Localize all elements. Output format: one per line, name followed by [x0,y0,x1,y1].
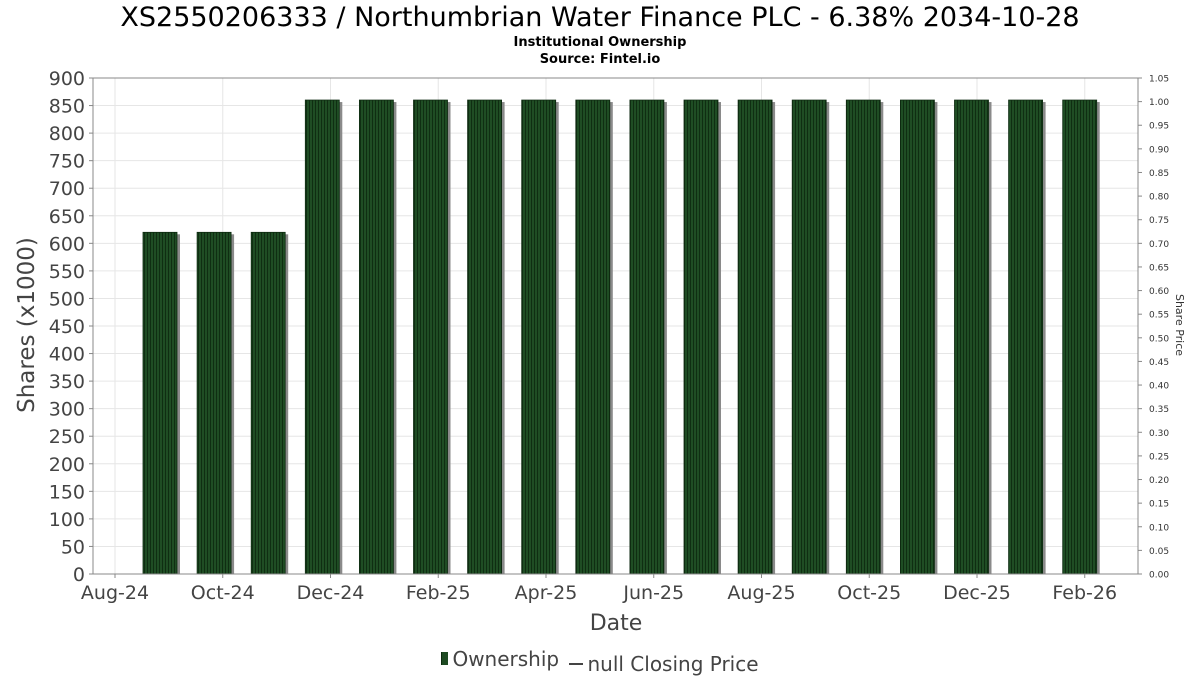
y-tick-label: 650 [49,206,85,228]
y2-tick-label: 0.80 [1149,193,1169,203]
y-tick-label: 50 [61,536,85,558]
y2-tick-label: 0.15 [1149,500,1169,510]
y2-tick-label: 0.85 [1149,169,1169,179]
ownership-bar [737,99,773,575]
y-tick-label: 300 [49,399,85,421]
y2-tick-label: 0.70 [1149,240,1169,250]
y2-tick-label: 0.20 [1149,476,1169,486]
y2-tick-label: 0.30 [1149,429,1169,439]
legend-item-closing-price: null Closing Price [569,652,759,676]
chart-title: XS2550206333 / Northumbrian Water Financ… [120,2,1080,33]
y2-tick-label: 0.05 [1149,547,1169,557]
y2-tick-label: 0.50 [1149,334,1169,344]
x-tick-label: Feb-25 [406,582,471,604]
x-tick-label: Dec-24 [297,582,365,604]
y-tick-label: 900 [49,68,85,90]
ownership-bars [142,99,1100,575]
x-tick-label: Dec-25 [943,582,1011,604]
ownership-bar [250,231,286,575]
y2-axis-label: Share Price [1173,294,1186,356]
y-tick-label: 0 [73,564,85,586]
y2-tick-label: 0.35 [1149,405,1169,415]
ownership-bar [954,99,989,575]
y-tick-label: 750 [49,151,85,173]
y2-tick-label: 1.05 [1149,75,1169,85]
ownership-bar [900,99,935,575]
y2-tick-label: 0.65 [1149,263,1169,273]
x-tick-label: Feb-26 [1052,582,1117,604]
ownership-bar [845,99,881,575]
y2-tick-label: 0.25 [1149,452,1169,462]
ownership-swatch-icon [441,652,449,665]
y2-tick-label: 0.55 [1149,311,1169,321]
y-tick-label: 800 [49,123,85,145]
y-tick-label: 250 [49,426,85,448]
legend-label-ownership: Ownership [452,646,560,671]
x-tick-label: Aug-25 [727,582,795,604]
y-axis-right: 0.00 0.05 0.10 0.15 0.20 0.25 0.30 0.35 0.40 0.45… [1138,75,1169,581]
x-tick-label: Apr-25 [515,582,578,604]
y-tick-label: 200 [49,454,85,476]
y-axis-label: Shares (x1000) [14,237,40,413]
ownership-bar [1008,99,1043,575]
y2-tick-label: 0.45 [1149,358,1169,368]
chart-source: Source: Fintel.io [539,52,661,67]
chart-legend: Ownership null Closing Price [0,646,1200,676]
y-tick-label: 850 [49,96,85,118]
legend-label-closing-price: null Closing Price [587,652,759,676]
y-tick-label: 100 [49,509,85,531]
x-tick-label: Aug-24 [81,582,149,604]
y-axis-left: 0 50 100 150 200 250 300 350 400 450 500 550 600 650 7… [49,68,93,586]
x-tick-label: Oct-25 [837,582,901,604]
y-tick-label: 450 [49,316,85,338]
ownership-bar [575,99,611,575]
x-axis: Aug-24 Oct-24 Dec-24 Feb-25 Apr-25 Jun-25 Aug-… [81,574,1117,604]
x-tick-label: Oct-24 [191,582,255,604]
ownership-bar [1062,99,1098,575]
ownership-bar [683,99,719,575]
y2-tick-label: 0.90 [1149,145,1169,155]
closing-price-swatch-icon [569,663,584,665]
y2-tick-label: 0.40 [1149,382,1169,392]
chart-subtitle: Institutional Ownership [513,35,687,50]
y-tick-label: 600 [49,233,85,255]
ownership-bar [413,99,448,575]
y2-tick-label: 0.60 [1149,287,1169,297]
y-tick-label: 500 [49,288,85,310]
x-tick-label: Jun-25 [622,582,684,604]
y2-tick-label: 1.00 [1149,98,1169,108]
y-tick-label: 550 [49,261,85,283]
x-axis-label: Date [590,611,643,636]
y-tick-label: 150 [49,481,85,503]
legend-item-ownership: Ownership [441,647,559,671]
y-tick-label: 400 [49,344,85,366]
y2-tick-label: 0.10 [1149,523,1169,533]
ownership-bar [196,231,232,575]
y-tick-label: 350 [49,371,85,393]
y2-tick-label: 0.75 [1149,216,1169,226]
ownership-bar [521,99,557,575]
ownership-bar [467,99,503,575]
y2-tick-label: 0.00 [1149,571,1169,581]
ownership-bar [304,99,340,575]
ownership-bar [791,99,827,575]
y2-tick-label: 0.95 [1149,122,1169,132]
ownership-bar [629,99,665,575]
y-tick-label: 700 [49,178,85,200]
ownership-bar [142,231,178,575]
ownership-bar [358,99,394,575]
